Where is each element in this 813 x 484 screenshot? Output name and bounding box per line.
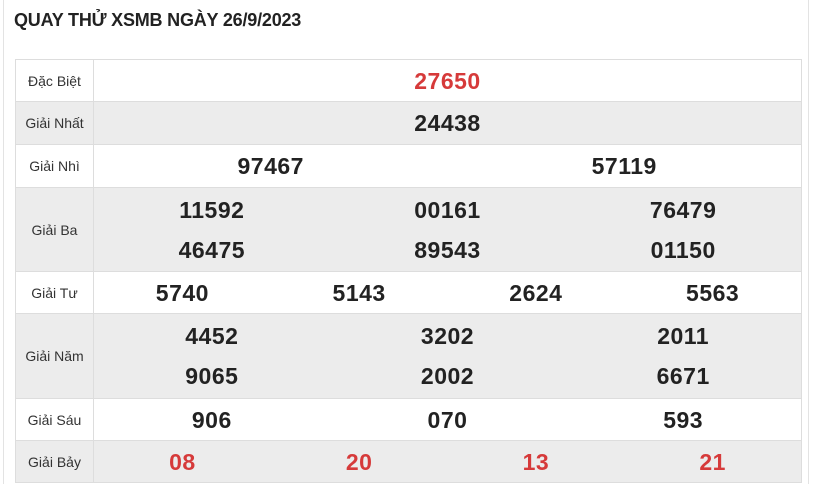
prize-numbers-cell: 27650 bbox=[93, 59, 802, 102]
prize-number: 4452 bbox=[185, 323, 239, 349]
prize-number: 57119 bbox=[591, 153, 657, 179]
prize-number: 5563 bbox=[686, 279, 740, 306]
prize-number: 5740 bbox=[155, 279, 209, 306]
prize-number: 24438 bbox=[414, 110, 481, 136]
prize-number: 97467 bbox=[237, 153, 304, 179]
prize-number: 13 bbox=[522, 448, 550, 475]
prize-number: 46475 bbox=[178, 236, 246, 263]
prize-label: Giải Nhì bbox=[15, 144, 94, 188]
prize-number: 6671 bbox=[656, 363, 710, 389]
page-title: QUAY THỬ XSMB NGÀY 26/9/2023 bbox=[14, 10, 302, 30]
prize-label: Giải Nhất bbox=[15, 101, 94, 145]
prize-row: Giải Tư 5740 5143 2624 5563 bbox=[15, 271, 802, 314]
prize-row: Giải Sáu 906 070 593 bbox=[15, 398, 802, 441]
prize-numbers-cell: 24438 bbox=[93, 101, 802, 145]
prize-number: 2002 bbox=[420, 363, 475, 389]
prize-number: 5143 bbox=[332, 279, 386, 306]
prize-numbers-cell: 11592 00161 76479 46475 89543 01150 bbox=[93, 187, 802, 272]
prize-numbers-cell: 906 070 593 bbox=[93, 398, 802, 441]
prize-row: Giải Ba 11592 00161 76479 46475 89543 01150 bbox=[15, 187, 802, 272]
prize-label: Giải Tư bbox=[15, 271, 94, 314]
prize-number: 906 bbox=[191, 406, 232, 433]
prize-row: Giải Bảy 08 20 13 21 bbox=[15, 440, 802, 483]
prize-row: Giải Nhất 24438 bbox=[15, 101, 802, 145]
prize-numbers-cell: 97467 57119 bbox=[93, 144, 802, 188]
prize-number: 01150 bbox=[650, 236, 716, 263]
prize-number: 2624 bbox=[509, 279, 563, 306]
prize-numbers-cell: 4452 3202 2011 9065 2002 6671 bbox=[93, 313, 802, 399]
prize-number: 2011 bbox=[657, 323, 710, 349]
prize-row: Giải Năm 4452 3202 2011 9065 2002 6671 bbox=[15, 313, 802, 399]
prize-number: 20 bbox=[345, 448, 373, 475]
prize-label: Giải Bảy bbox=[15, 440, 94, 483]
content-frame bbox=[3, 0, 809, 484]
prize-number: 08 bbox=[169, 448, 196, 475]
prize-row: Giải Nhì 97467 57119 bbox=[15, 144, 802, 188]
prize-numbers-cell: 08 20 13 21 bbox=[93, 440, 802, 483]
results-table: Đặc Biệt 27650 Giải Nhất 24438 Giải Nhì 97467… bbox=[15, 59, 802, 483]
prize-number: 89543 bbox=[414, 236, 481, 263]
prize-number: 3202 bbox=[420, 323, 475, 349]
prize-label: Giải Sáu bbox=[15, 398, 94, 441]
prize-label: Đặc Biệt bbox=[15, 59, 94, 102]
prize-number: 11592 bbox=[179, 196, 245, 223]
prize-label: Giải Năm bbox=[15, 313, 94, 399]
prize-number: 9065 bbox=[185, 363, 239, 389]
prize-number: 21 bbox=[699, 448, 726, 475]
prize-row: Đặc Biệt 27650 bbox=[15, 59, 802, 102]
prize-number: 27650 bbox=[414, 67, 481, 94]
prize-number: 76479 bbox=[649, 196, 717, 223]
prize-label: Giải Ba bbox=[15, 187, 94, 272]
prize-number: 00161 bbox=[414, 196, 481, 223]
prize-number: 070 bbox=[427, 406, 468, 433]
prize-numbers-cell: 5740 5143 2624 5563 bbox=[93, 271, 802, 314]
prize-number: 593 bbox=[663, 406, 704, 433]
